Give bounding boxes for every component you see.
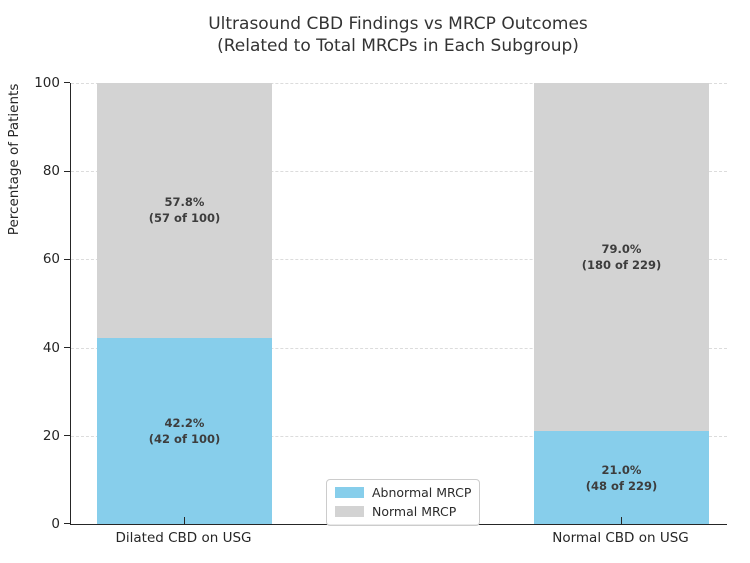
y-tick-mark — [64, 82, 70, 84]
x-category-label: Normal CBD on USG — [552, 530, 689, 546]
y-tick-label: 0 — [51, 516, 60, 532]
x-tick-mark — [183, 517, 185, 524]
legend-row: Abnormal MRCP — [335, 485, 472, 500]
gridline-horizontal — [71, 259, 727, 261]
segment-label: 79.0% (180 of 229) — [582, 241, 661, 273]
legend-row: Normal MRCP — [335, 504, 469, 519]
y-tick-mark — [64, 523, 70, 525]
plot-area: 42.2% (42 of 100) 57.8% (57 of 100) 21.0% (48… — [70, 83, 727, 525]
segment-percentage: 57.8% — [164, 195, 205, 210]
x-category-label: Dilated CBD on USG — [115, 530, 252, 546]
bar-segment-normal — [534, 83, 709, 432]
y-tick-mark — [64, 435, 70, 437]
y-axis-label: Percentage of Patients — [6, 83, 22, 236]
legend-label: Normal MRCP — [372, 504, 457, 519]
segment-label: 57.8% (57 of 100) — [149, 194, 220, 226]
bar-segment-normal — [97, 83, 272, 338]
y-tick-mark — [64, 346, 70, 348]
y-tick-label: 40 — [42, 339, 60, 356]
segment-count: (48 of 229) — [585, 478, 658, 493]
segment-label: 21.0% (48 of 229) — [586, 462, 657, 494]
x-tick-mark — [620, 517, 622, 524]
gridline-horizontal — [71, 347, 727, 349]
chart-title-line-1: Ultrasound CBD Findings vs MRCP Outcomes — [208, 14, 588, 34]
bar-segment-abnormal — [534, 431, 709, 524]
bar-segment-abnormal — [97, 337, 272, 524]
gridline-horizontal — [71, 83, 727, 84]
legend: Abnormal MRCP Normal MRCP — [326, 479, 480, 526]
chart-title-line-2: (Related to Total MRCPs in Each Subgroup… — [217, 36, 579, 56]
y-tick-mark — [64, 170, 70, 172]
segment-count: (42 of 100) — [148, 431, 221, 446]
y-tick-label: 60 — [42, 251, 60, 268]
segment-percentage: 79.0% — [601, 242, 642, 257]
segment-percentage: 42.2% — [164, 415, 205, 430]
y-tick-label: 20 — [42, 427, 60, 444]
legend-swatch — [335, 506, 364, 517]
segment-count: (57 of 100) — [148, 211, 221, 226]
gridline-horizontal — [71, 435, 727, 437]
gridline-horizontal — [71, 171, 727, 173]
y-tick-label: 100 — [34, 75, 60, 91]
segment-percentage: 21.0% — [601, 462, 642, 477]
segment-count: (180 of 229) — [581, 258, 662, 273]
y-tick-mark — [64, 258, 70, 260]
segment-label: 42.2% (42 of 100) — [149, 415, 220, 447]
legend-label: Abnormal MRCP — [372, 485, 472, 500]
legend-swatch — [335, 487, 364, 498]
y-tick-label: 80 — [42, 163, 60, 180]
